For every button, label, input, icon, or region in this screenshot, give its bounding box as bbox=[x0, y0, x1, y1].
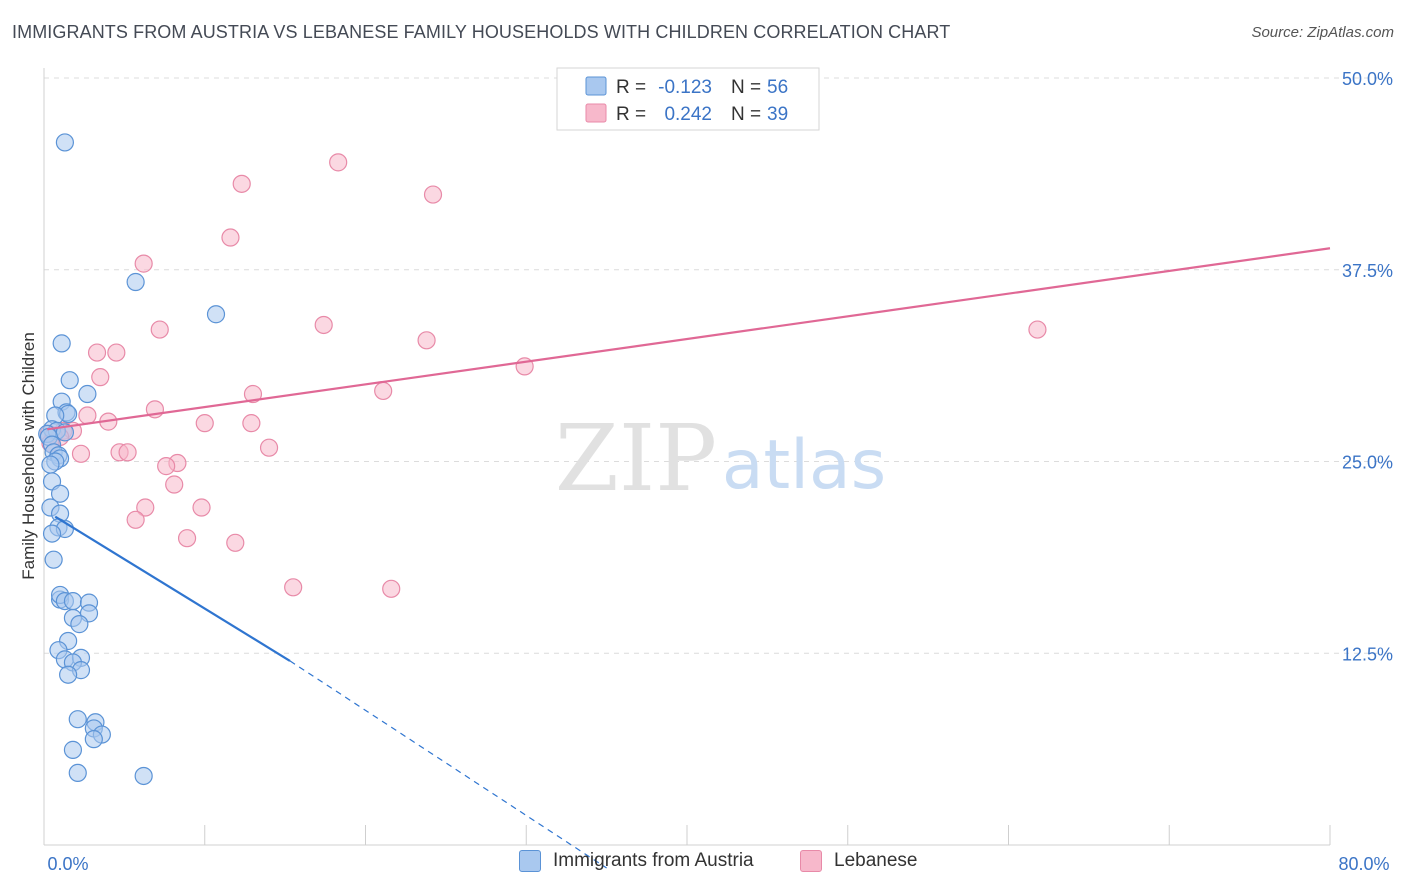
legend-n-value-austria: 56 bbox=[767, 77, 788, 98]
data-point bbox=[55, 133, 74, 152]
legend-label-lebanese: Lebanese bbox=[834, 850, 918, 871]
watermark-atlas: atlas bbox=[722, 426, 886, 505]
data-point bbox=[243, 384, 263, 404]
data-point bbox=[70, 615, 89, 634]
y-tick-label: 50.0% bbox=[1342, 69, 1393, 89]
legend-swatch-austria-bottom bbox=[519, 850, 541, 872]
legend-swatch-austria bbox=[585, 76, 607, 96]
data-point bbox=[150, 320, 169, 339]
trend-line-lebanese bbox=[47, 247, 1331, 431]
data-point bbox=[221, 228, 240, 247]
y-tick-label: 37.5% bbox=[1342, 261, 1393, 281]
legend-r-label-lebanese: R = bbox=[616, 104, 646, 125]
watermark-zip: ZIP bbox=[555, 405, 717, 512]
data-point bbox=[134, 254, 153, 273]
data-point bbox=[84, 730, 103, 749]
data-point bbox=[59, 665, 78, 684]
watermark: ZIP atlas bbox=[555, 405, 886, 512]
legend-r-value-austria: -0.123 bbox=[658, 77, 712, 98]
legend-label-austria: Immigrants from Austria bbox=[553, 850, 754, 871]
data-point bbox=[60, 371, 79, 390]
data-point bbox=[1028, 320, 1047, 339]
legend-stats: R = -0.123 N = 56 R = 0.242 N = 39 bbox=[556, 67, 820, 131]
data-point bbox=[44, 550, 63, 569]
austria-points bbox=[38, 133, 226, 786]
data-point bbox=[78, 384, 97, 404]
legend-r-value-lebanese: 0.242 bbox=[664, 104, 712, 125]
x-tick-label: 80.0% bbox=[1338, 854, 1389, 874]
data-point bbox=[259, 438, 279, 457]
legend-r-label-austria: R = bbox=[616, 77, 646, 98]
legend-n-label-austria: N = bbox=[731, 77, 761, 98]
chart-title: IMMIGRANTS FROM AUSTRIA VS LEBANESE FAMI… bbox=[12, 22, 951, 42]
y-tick-labels: 12.5% 25.0% 37.5% 50.0% bbox=[1342, 69, 1393, 664]
x-axis-ticks bbox=[204, 825, 1331, 845]
legend-item-lebanese[interactable]: Lebanese bbox=[800, 850, 917, 872]
data-point bbox=[78, 406, 97, 425]
data-point bbox=[87, 343, 107, 362]
data-point bbox=[118, 443, 137, 462]
data-point bbox=[63, 591, 83, 611]
data-point bbox=[63, 740, 83, 759]
data-point bbox=[329, 153, 348, 172]
data-point bbox=[284, 578, 303, 597]
data-point bbox=[41, 455, 60, 474]
data-point bbox=[91, 368, 110, 387]
data-point bbox=[71, 444, 91, 463]
data-point bbox=[136, 498, 155, 517]
data-point bbox=[107, 343, 126, 362]
x-tick-label: 0.0% bbox=[47, 854, 88, 874]
data-point bbox=[165, 475, 184, 494]
data-point bbox=[134, 766, 153, 786]
data-point bbox=[50, 484, 70, 503]
legend-swatch-lebanese-bottom bbox=[800, 850, 822, 872]
legend-n-value-lebanese: 39 bbox=[767, 104, 788, 125]
data-point bbox=[382, 579, 401, 598]
data-point bbox=[374, 381, 393, 401]
data-point bbox=[42, 524, 62, 543]
legend-item-austria[interactable]: Immigrants from Austria bbox=[519, 850, 754, 872]
trend-line-austria-extension bbox=[289, 660, 607, 869]
series-legend: Immigrants from Austria Lebanese bbox=[0, 850, 1406, 880]
x-tick-labels: 0.0% 80.0% bbox=[47, 854, 1389, 874]
data-point bbox=[192, 498, 211, 517]
y-axis-label: Family Households with Children bbox=[19, 332, 38, 580]
data-point bbox=[126, 510, 145, 529]
data-point bbox=[177, 529, 197, 548]
gridlines bbox=[44, 77, 1394, 654]
y-tick-label: 12.5% bbox=[1342, 644, 1393, 664]
lebanese-points bbox=[39, 153, 1047, 598]
data-point bbox=[314, 315, 333, 335]
legend-n-label-lebanese: N = bbox=[731, 104, 761, 125]
data-point bbox=[195, 414, 214, 433]
data-point bbox=[157, 457, 176, 476]
legend-swatch-lebanese bbox=[585, 103, 607, 123]
data-point bbox=[68, 763, 87, 783]
data-point bbox=[52, 334, 71, 353]
data-point bbox=[126, 272, 145, 292]
data-point bbox=[423, 185, 443, 204]
trend-line-austria bbox=[54, 515, 291, 662]
data-point bbox=[242, 414, 261, 433]
data-point bbox=[226, 533, 245, 552]
trend-lines bbox=[47, 247, 1331, 869]
data-point bbox=[68, 710, 87, 729]
data-point bbox=[417, 331, 436, 350]
data-point bbox=[206, 305, 226, 324]
y-tick-label: 25.0% bbox=[1342, 453, 1393, 473]
source-label: Source: ZipAtlas.com bbox=[1251, 24, 1394, 41]
data-point bbox=[232, 174, 251, 193]
